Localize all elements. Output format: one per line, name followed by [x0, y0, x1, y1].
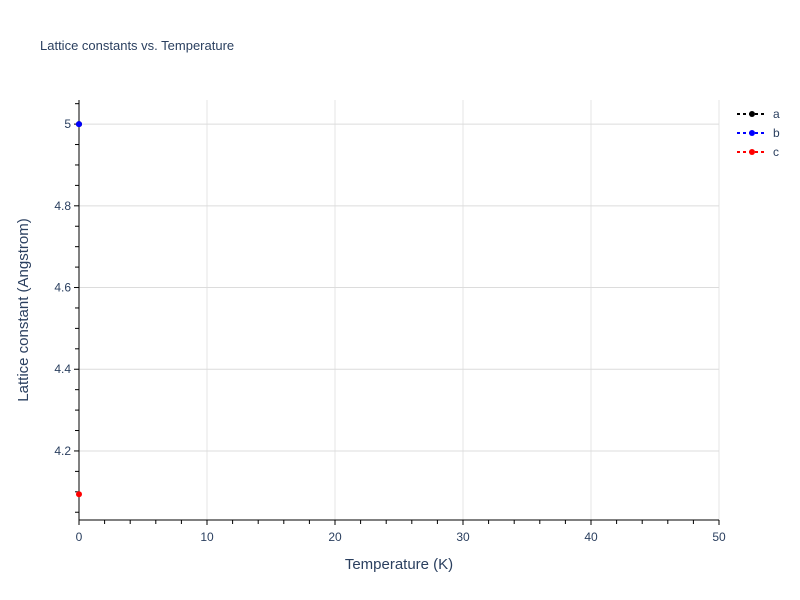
axes: 0 10 20 30 40 50 4.2 4.4 4.6 4.8 5 [54, 100, 726, 544]
y-axis-label: Lattice constant (Angstrom) [15, 218, 32, 401]
chart-title: Lattice constants vs. Temperature [40, 38, 234, 53]
y-tick-label: 4.6 [54, 281, 71, 295]
legend-label-c[interactable]: c [773, 145, 779, 159]
data-marks [76, 121, 82, 498]
x-tick-label: 10 [200, 530, 214, 544]
x-tick-label: 20 [328, 530, 342, 544]
grid [79, 100, 720, 520]
x-axis-label: Temperature (K) [345, 556, 453, 573]
data-point-c [76, 491, 82, 498]
legend-label-a[interactable]: a [773, 107, 780, 121]
y-tick-label: 4.8 [54, 199, 71, 213]
legend-label-b[interactable]: b [773, 126, 780, 140]
legend-marker-a[interactable] [749, 111, 755, 117]
x-tick-label: 30 [456, 530, 470, 544]
x-tick-label: 40 [584, 530, 598, 544]
data-point-b [76, 121, 82, 128]
y-tick-label: 5 [64, 117, 71, 131]
x-tick-label: 50 [712, 530, 726, 544]
y-tick-label: 4.2 [54, 444, 71, 458]
legend-marker-b[interactable] [749, 130, 755, 136]
legend-marker-c[interactable] [749, 149, 755, 155]
legend[interactable]: abc [737, 107, 780, 159]
x-tick-label: 0 [76, 530, 83, 544]
y-tick-label: 4.4 [54, 362, 71, 376]
